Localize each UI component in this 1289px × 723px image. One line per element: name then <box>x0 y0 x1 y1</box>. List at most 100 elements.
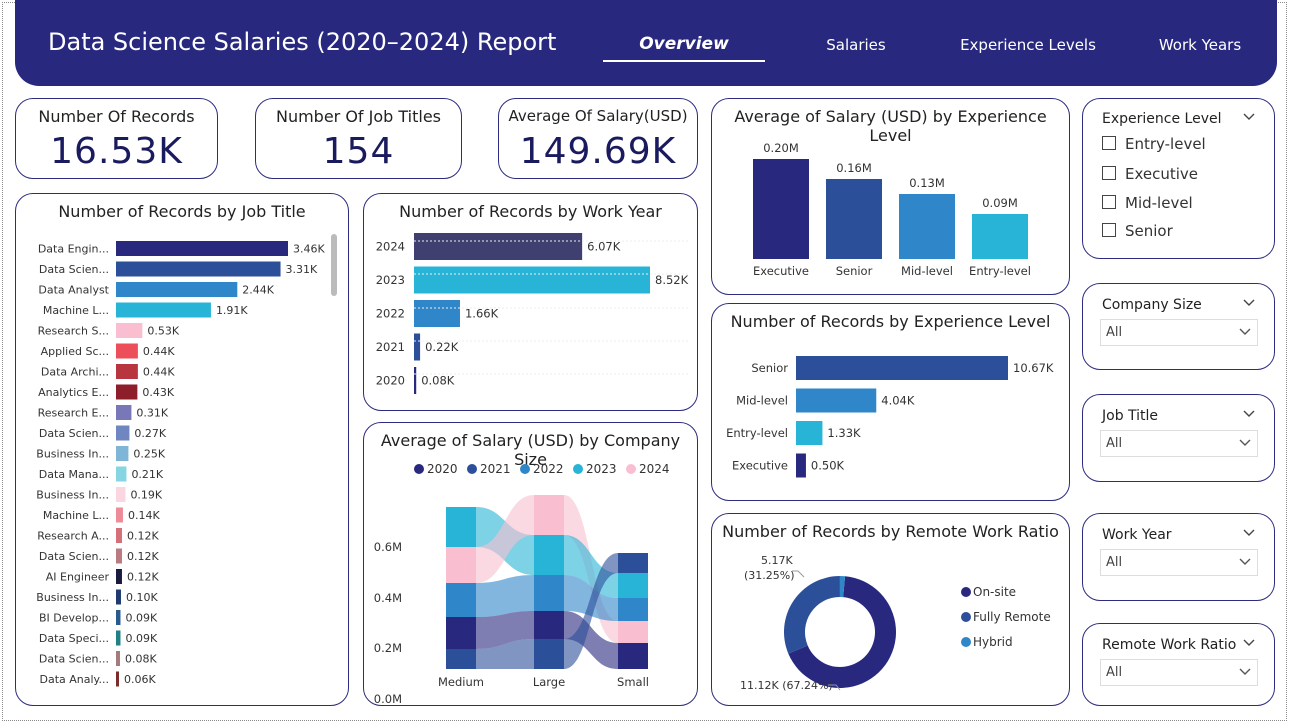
legend-marker <box>626 464 636 474</box>
slicer-option-mid-level[interactable]: Mid-level <box>1102 194 1193 212</box>
chevron-down-icon[interactable] <box>1242 110 1256 124</box>
ribbon-segment <box>446 547 476 583</box>
checkbox-icon[interactable] <box>1102 223 1116 237</box>
legend-label: 2024 <box>639 462 670 476</box>
chevron-down-icon[interactable] <box>1242 296 1256 310</box>
chart-scrollbar[interactable] <box>331 234 337 296</box>
data-label: 0.19K <box>130 489 162 502</box>
kpi-value: 16.53K <box>50 131 183 172</box>
report-header: Data Science Salaries (2020–2024) Report… <box>15 0 1277 86</box>
ribbon-segment <box>618 621 648 643</box>
job-title-bar-chart: Data Engin... 3.46K Data Scien... 3.31K Data… <box>36 241 325 687</box>
ribbon-segment <box>618 598 648 621</box>
tab-work-years[interactable]: Work Years <box>1158 36 1242 54</box>
slicer-option-entry-level[interactable]: Entry-level <box>1102 135 1206 153</box>
ribbon-segment <box>534 575 564 611</box>
data-label: 0.31K <box>136 407 168 420</box>
leader-line <box>792 570 805 578</box>
chevron-down-icon <box>1239 558 1251 565</box>
chevron-down-icon[interactable] <box>1242 407 1256 421</box>
ribbon <box>476 495 534 583</box>
bar <box>116 446 129 461</box>
category-label: Senior <box>751 361 788 375</box>
bar <box>116 589 121 605</box>
tab-overview[interactable]: Overview <box>639 34 729 54</box>
category-label: BI Develop... <box>39 612 109 625</box>
tab-experience-levels[interactable]: Experience Levels <box>960 36 1096 54</box>
slicer-work-year: Work Year All <box>1082 513 1275 601</box>
bar <box>116 384 138 400</box>
checkbox-icon[interactable] <box>1102 195 1116 209</box>
category-label: Data Archi... <box>41 366 109 379</box>
data-label: 0.06K <box>124 673 156 686</box>
kpi-value: 149.69K <box>519 131 677 172</box>
category-label: Analytics E... <box>38 386 109 399</box>
category-label: Data Scien... <box>39 427 109 440</box>
bar <box>414 300 460 327</box>
ribbon-segment <box>446 617 476 649</box>
chart-exp-records[interactable]: Number of Records by Experience Level Se… <box>711 303 1070 501</box>
checkbox-icon[interactable] <box>1102 136 1116 150</box>
bar <box>116 261 281 277</box>
chart-job-title[interactable]: Number of Records by Job Title Data Engi… <box>15 193 349 706</box>
category-label: Data Scien... <box>39 550 109 563</box>
data-label: 4.04K <box>881 394 915 408</box>
chevron-down-icon <box>1239 668 1251 675</box>
data-label: 0.14K <box>128 509 160 522</box>
category-label: Business In... <box>36 489 109 502</box>
bar <box>796 388 877 413</box>
tab-salaries[interactable]: Salaries <box>826 36 886 54</box>
donut-slice <box>788 576 896 688</box>
category-label: Business In... <box>36 448 109 461</box>
company-size-ribbon-chart: 2020 2021 2022 2023 2024 0.6M 0.4M 0.2M 0.0M Medi… <box>374 462 670 705</box>
category-label: Machine L... <box>43 509 109 522</box>
remote-ratio-dropdown[interactable]: All <box>1100 659 1258 686</box>
bar <box>116 343 138 359</box>
company-size-dropdown[interactable]: All <box>1100 319 1258 346</box>
option-label: Entry-level <box>1125 135 1206 153</box>
chart-remote[interactable]: Number of Records by Remote Work Ratio 5… <box>711 513 1070 706</box>
data-label: 0.09M <box>982 196 1018 210</box>
kpi-label: Number Of Records <box>38 107 195 126</box>
chart-company-size[interactable]: Average of Salary (USD) by Company Size … <box>363 422 698 706</box>
bar <box>796 421 823 445</box>
category-label: 2024 <box>376 240 405 254</box>
category-label: Research E... <box>38 407 109 420</box>
y-axis-label: 0.6M <box>374 540 402 554</box>
dropdown-value: All <box>1106 325 1123 340</box>
bar <box>116 466 127 482</box>
slicer-title: Job Title <box>1102 408 1159 424</box>
category-label: Entry-level <box>969 264 1031 278</box>
slicer-option-senior[interactable]: Senior <box>1102 222 1173 240</box>
work-year-dropdown[interactable]: All <box>1100 549 1258 576</box>
column <box>899 194 955 259</box>
data-label: 1.33K <box>827 426 861 440</box>
data-label: 0.27K <box>134 427 166 440</box>
data-label: 10.67K <box>1013 361 1054 375</box>
exp-records-bar-chart: Senior 10.67K Mid-level 4.04K Entry-level 1.3… <box>726 356 1054 478</box>
legend-marker <box>961 587 971 597</box>
bar <box>116 425 130 441</box>
chart-work-year[interactable]: Number of Records by Work Year 2024 6.07K… <box>363 193 698 411</box>
data-label: 5.17K <box>761 554 793 567</box>
category-label: Medium <box>438 675 484 689</box>
category-label: Data Analy... <box>40 673 110 686</box>
data-label: 8.52K <box>655 273 689 287</box>
bar <box>116 364 138 379</box>
dropdown-value: All <box>1106 436 1123 451</box>
category-label: Machine L... <box>43 304 109 317</box>
checkbox-icon[interactable] <box>1102 166 1116 180</box>
slicer-option-executive[interactable]: Executive <box>1102 165 1198 183</box>
chevron-down-icon[interactable] <box>1242 526 1256 540</box>
job-title-dropdown[interactable]: All <box>1100 430 1258 457</box>
bar <box>116 630 121 646</box>
ribbon-segment <box>618 573 648 598</box>
slicer-remote-work-ratio: Remote Work Ratio All <box>1082 623 1275 706</box>
data-label: 0.13M <box>909 176 945 190</box>
data-label: 0.12K <box>127 550 159 563</box>
data-label: 0.21K <box>131 468 163 481</box>
data-label: 0.53K <box>147 325 179 338</box>
kpi-card-job-titles: Number Of Job Titles 154 <box>255 98 462 179</box>
chart-exp-salary[interactable]: Average of Salary (USD) by Experience Le… <box>711 98 1070 295</box>
chevron-down-icon[interactable] <box>1242 636 1256 650</box>
